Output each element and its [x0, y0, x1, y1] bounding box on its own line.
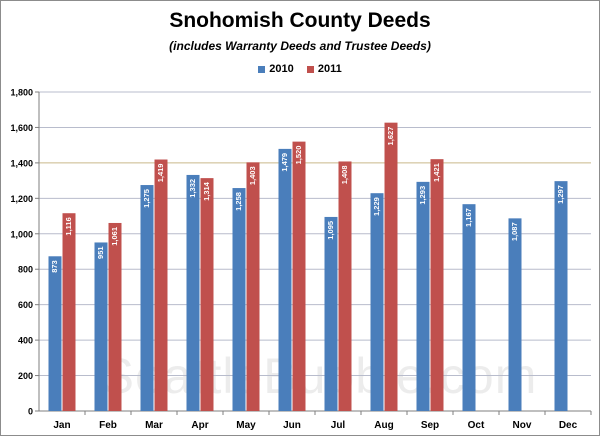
bar-2011-Apr: [200, 178, 214, 411]
legend-swatch-2010: [258, 65, 266, 73]
data-label-2010-Mar: 1,275: [142, 189, 151, 208]
bar-2010-Oct: [462, 204, 476, 411]
ytick-label-1600: 1,600: [10, 123, 33, 133]
data-label-2010-Sep: 1,293: [418, 186, 427, 205]
data-label-2011-Apr: 1,314: [202, 181, 211, 201]
xtick-label-Jul: Jul: [331, 420, 346, 431]
bar-2011-Aug: [384, 122, 398, 411]
xtick-label-Aug: Aug: [374, 420, 393, 431]
legend-entry-2011: 2011: [306, 63, 342, 75]
bar-2010-Jun: [278, 148, 292, 411]
data-label-2010-Aug: 1,229: [372, 197, 381, 216]
xtick-label-Nov: Nov: [513, 420, 532, 431]
data-label-2010-Dec: 1,297: [556, 185, 565, 204]
bar-2011-Jan: [62, 213, 76, 411]
ytick-label-1000: 1,000: [10, 229, 33, 239]
bar-2010-Jul: [324, 216, 338, 411]
ytick-label-1400: 1,400: [10, 158, 33, 168]
data-label-2010-Apr: 1,332: [188, 179, 197, 198]
data-label-2011-Sep: 1,421: [432, 163, 441, 182]
bar-2011-Jun: [292, 141, 306, 411]
legend-entry-2010: 2010: [258, 63, 294, 75]
bar-2010-Aug: [370, 193, 384, 411]
bar-2010-May: [232, 188, 246, 411]
xtick-label-Oct: Oct: [468, 420, 485, 431]
data-label-2010-Jan: 873: [50, 260, 59, 273]
data-label-2010-Jul: 1,095: [326, 221, 335, 240]
ytick-label-0: 0: [28, 407, 33, 417]
bar-2010-Apr: [186, 174, 200, 411]
bar-2011-Mar: [154, 159, 168, 411]
xtick-label-Apr: Apr: [191, 420, 208, 431]
bar-2010-Mar: [140, 185, 154, 411]
bar-2010-Jan: [48, 256, 62, 411]
ytick-label-1200: 1,200: [10, 194, 33, 204]
bar-2011-Sep: [430, 159, 444, 411]
bar-2011-Jul: [338, 161, 352, 411]
xtick-label-May: May: [236, 420, 256, 431]
data-label-2010-Feb: 951: [96, 246, 105, 259]
chart-subtitle: (includes Warranty Deeds and Trustee Dee…: [169, 39, 431, 53]
data-label-2010-Jun: 1,479: [280, 153, 289, 172]
ytick-label-600: 600: [18, 300, 33, 310]
legend-swatch-2011: [306, 65, 314, 73]
chart-title: Snohomish County Deeds: [169, 9, 431, 32]
data-label-2011-Jun: 1,520: [294, 146, 303, 165]
data-label-2010-May: 1,258: [234, 192, 243, 211]
bar-2011-May: [246, 162, 260, 411]
legend-label-2011: 2011: [317, 63, 342, 75]
bar-2010-Feb: [94, 242, 108, 411]
bar-2010-Dec: [554, 181, 568, 411]
data-label-2010-Nov: 1,087: [510, 222, 519, 241]
data-label-2010-Oct: 1,167: [464, 208, 473, 227]
xtick-label-Jan: Jan: [53, 420, 70, 431]
xtick-label-Mar: Mar: [145, 420, 163, 431]
legend-label-2010: 2010: [269, 63, 294, 75]
legend: 2010 2011: [1, 63, 599, 76]
ytick-label-800: 800: [18, 265, 33, 275]
ytick-label-1800: 1,800: [10, 88, 33, 98]
data-label-2011-Mar: 1,419: [156, 164, 165, 183]
data-label-2011-Feb: 1,061: [110, 227, 119, 246]
xtick-label-Feb: Feb: [99, 420, 117, 431]
xtick-label-Sep: Sep: [421, 420, 439, 431]
bar-2010-Sep: [416, 181, 430, 411]
xtick-label-Jun: Jun: [283, 420, 301, 431]
bar-2010-Nov: [508, 218, 522, 411]
xtick-label-Dec: Dec: [559, 420, 578, 431]
data-label-2011-Aug: 1,627: [386, 127, 395, 146]
data-label-2011-Jan: 1,116: [64, 217, 73, 235]
ytick-label-400: 400: [18, 336, 33, 346]
ytick-label-200: 200: [18, 371, 33, 381]
data-label-2011-Jul: 1,408: [340, 165, 349, 184]
data-label-2011-May: 1,403: [248, 166, 257, 185]
bar-2011-Feb: [108, 222, 122, 411]
